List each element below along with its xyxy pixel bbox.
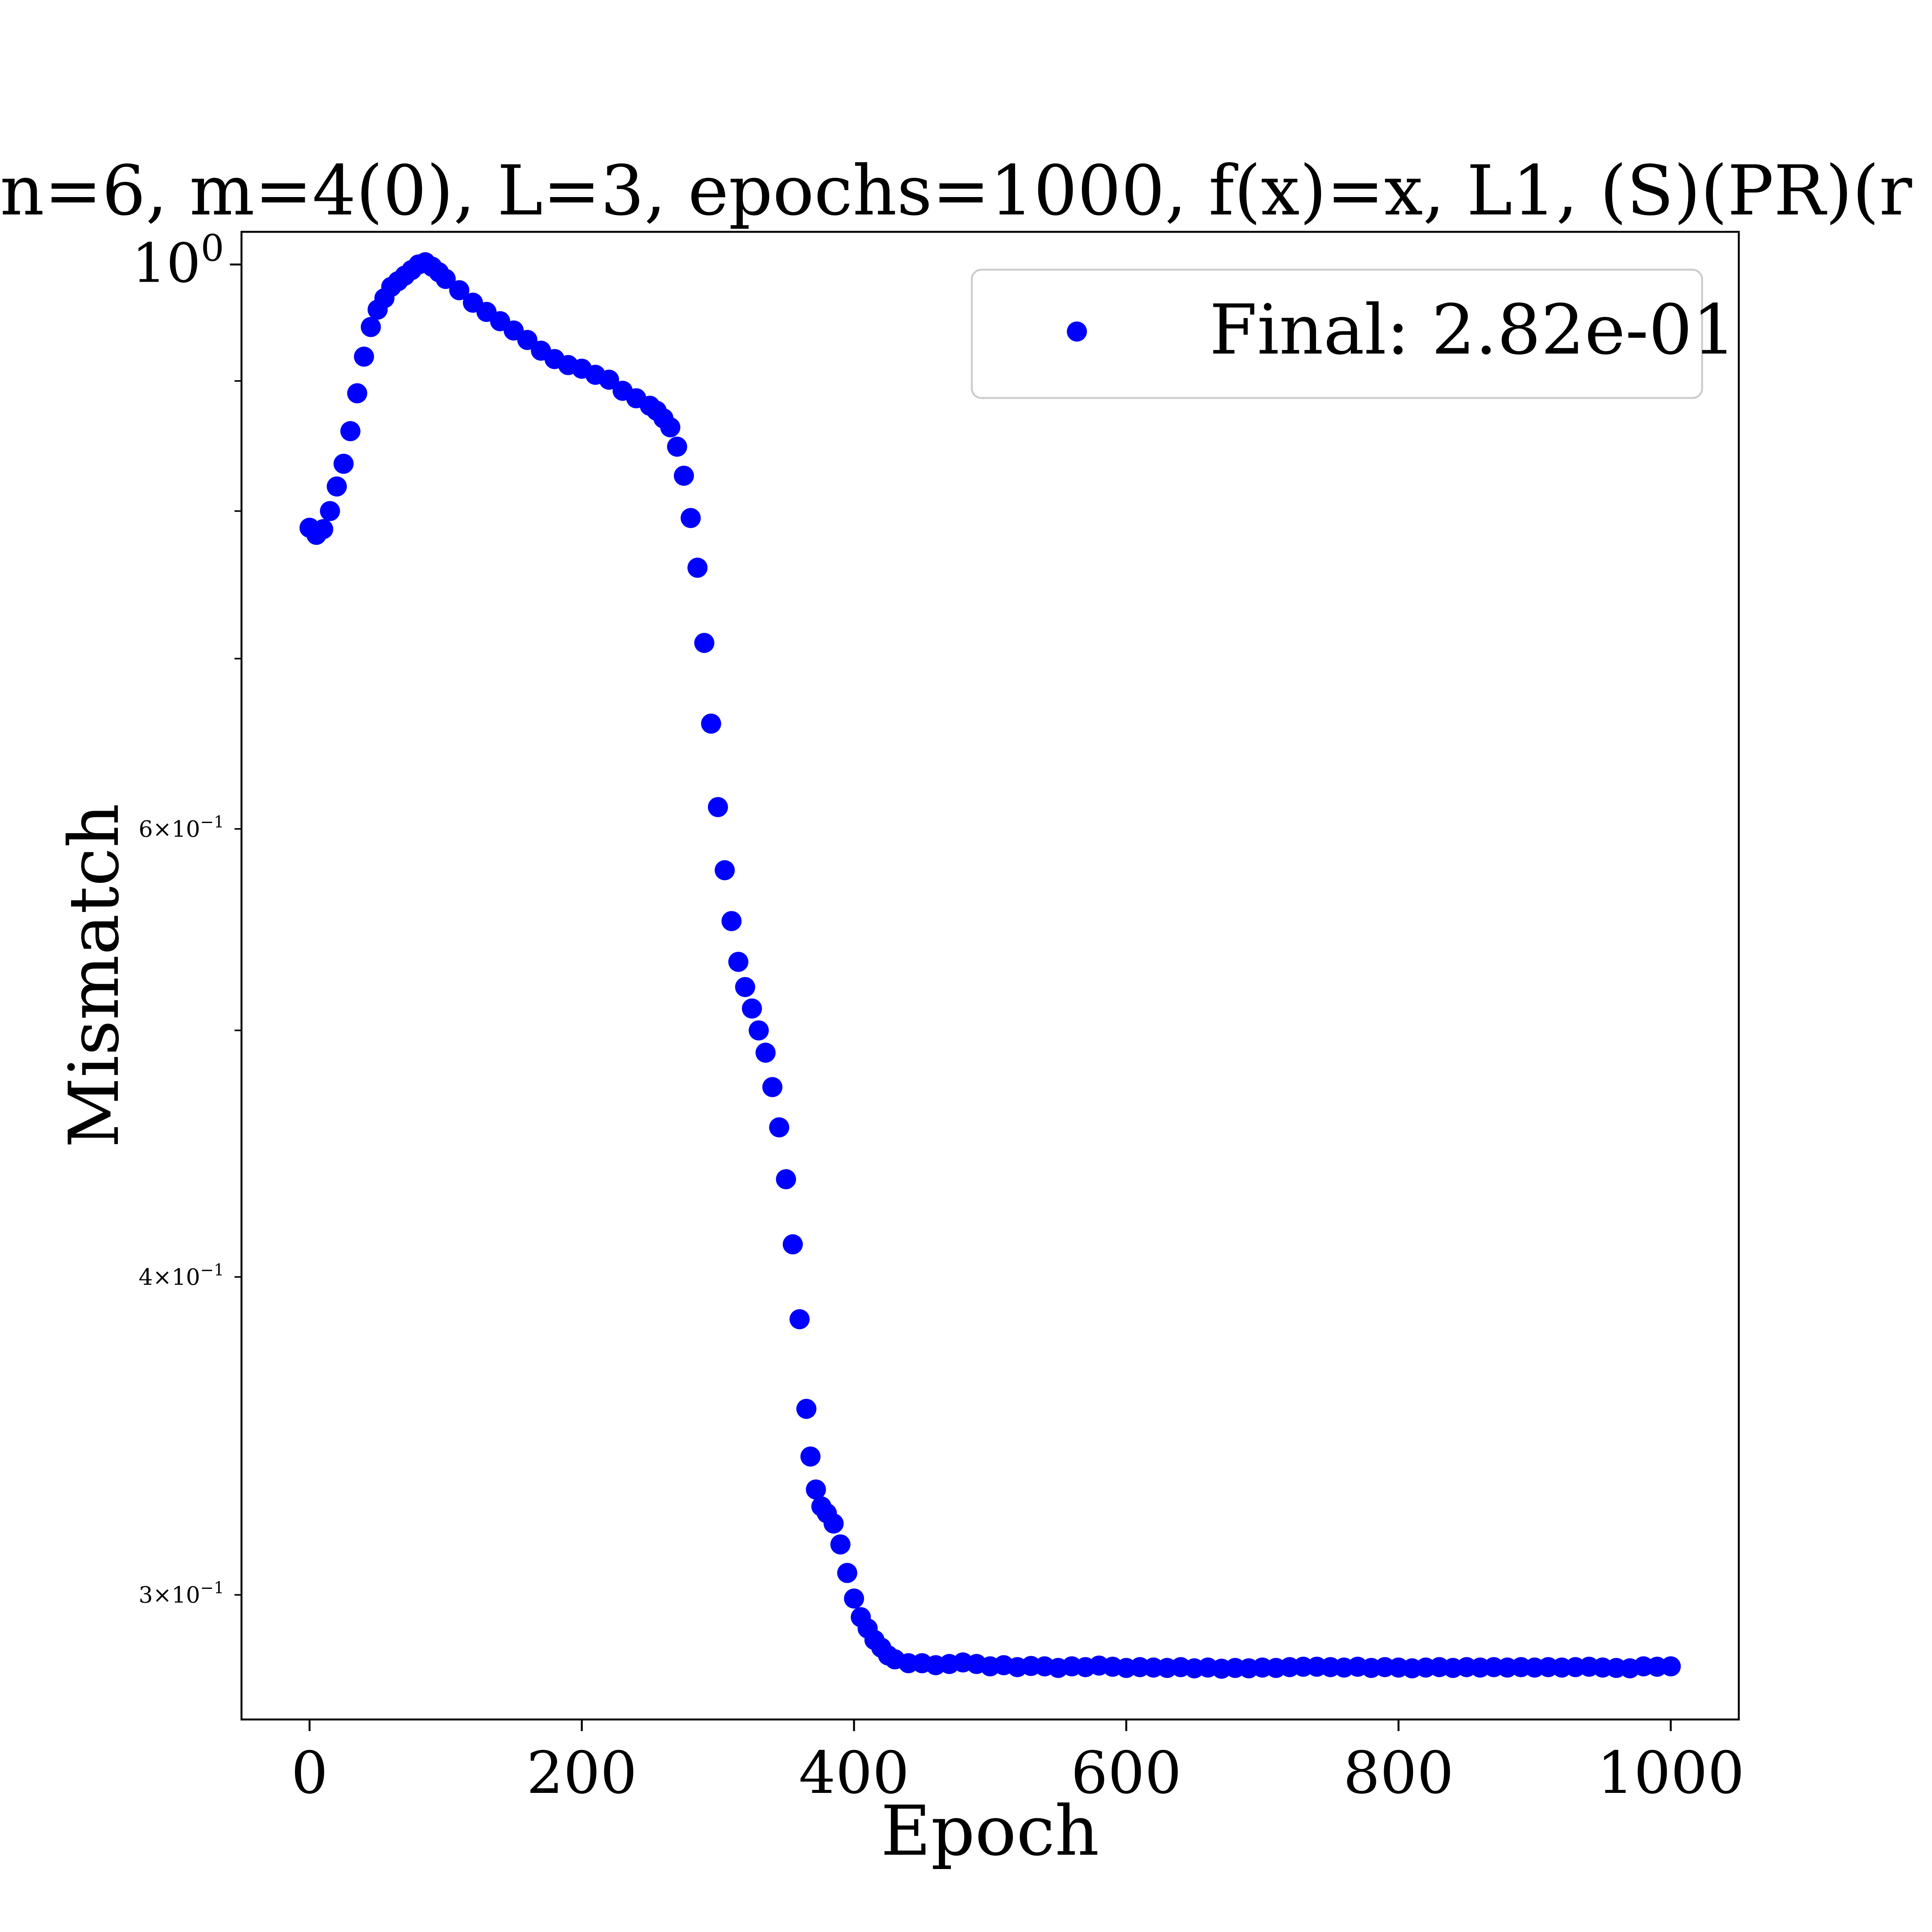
data-point-43 <box>694 633 714 653</box>
data-point-39 <box>667 437 687 457</box>
y-tick-label-0: 100 <box>132 227 224 295</box>
x-tick-label-3: 600 <box>1071 1740 1182 1807</box>
y-axis: 100 6×10−1 4×10−1 3×10−1 <box>132 227 242 1608</box>
data-point-9 <box>361 317 381 337</box>
data-point-6 <box>340 421 361 441</box>
x-axis-label: Epoch <box>881 1791 1099 1871</box>
data-point-32 <box>599 369 619 390</box>
data-point-64 <box>830 1534 850 1554</box>
data-point-66 <box>844 1588 864 1609</box>
chart-title: n=6, m=4(0), L=3, epochs=1000, f(x)=x, L… <box>0 151 1912 231</box>
data-point-3 <box>320 501 340 521</box>
data-point-54 <box>769 1117 789 1138</box>
x-tick-label-2: 400 <box>799 1740 909 1807</box>
data-point-5 <box>333 454 354 474</box>
data-point-53 <box>762 1077 782 1097</box>
y-tick-label-2: 4×10−1 <box>139 1260 224 1290</box>
data-point-7 <box>347 383 367 403</box>
x-tick-label-1: 200 <box>527 1740 637 1807</box>
data-point-2 <box>313 519 333 539</box>
data-point-40 <box>673 466 694 486</box>
data-point-52 <box>755 1043 776 1063</box>
data-point-48 <box>728 952 748 972</box>
data-point-47 <box>721 911 742 931</box>
data-point-65 <box>837 1563 857 1583</box>
x-tick-label-0: 0 <box>291 1740 328 1807</box>
legend-box <box>971 269 1703 399</box>
data-point-59 <box>800 1446 821 1467</box>
plot-area-frame <box>240 231 1740 1721</box>
data-point-51 <box>748 1020 769 1041</box>
legend: Final: 2.82e-01 <box>971 269 1736 399</box>
data-point-20 <box>435 269 456 289</box>
data-point-44 <box>701 713 721 734</box>
data-point-58 <box>796 1399 816 1419</box>
data-point-38 <box>660 417 680 437</box>
data-point-8 <box>354 347 374 367</box>
data-point-60 <box>806 1479 826 1500</box>
data-points <box>299 252 1681 1679</box>
data-point-4 <box>327 476 347 497</box>
legend-marker <box>1067 321 1087 342</box>
y-tick-label-1: 6×10−1 <box>139 812 224 842</box>
data-point-56 <box>782 1234 803 1255</box>
x-tick-label-4: 800 <box>1343 1740 1454 1807</box>
x-tick-label-5: 1000 <box>1597 1740 1745 1807</box>
x-axis: 0 200 400 600 800 1000 <box>291 1719 1745 1807</box>
data-point-26 <box>517 330 537 350</box>
y-axis-label: Mismatch <box>54 803 134 1148</box>
data-point-55 <box>776 1169 796 1189</box>
data-point-129 <box>1660 1656 1681 1677</box>
data-point-45 <box>708 797 728 817</box>
data-point-42 <box>687 558 708 578</box>
legend-label: Final: 2.82e-01 <box>1209 290 1736 370</box>
data-point-49 <box>735 977 755 997</box>
data-point-21 <box>449 280 469 301</box>
data-point-63 <box>823 1513 844 1534</box>
y-tick-label-3: 3×10−1 <box>139 1578 224 1608</box>
data-point-50 <box>742 998 762 1019</box>
data-point-46 <box>714 860 735 881</box>
data-point-57 <box>789 1309 810 1330</box>
data-point-41 <box>680 508 701 528</box>
